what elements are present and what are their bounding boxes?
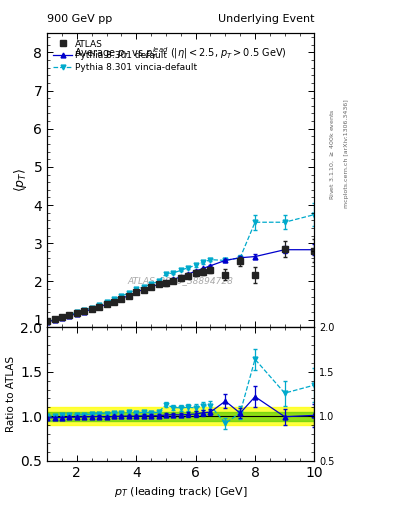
Bar — [47, 412, 314, 421]
Text: ATLAS_2010_S8894728: ATLAS_2010_S8894728 — [128, 275, 234, 285]
X-axis label: $p_T$ (leading track) [GeV]: $p_T$ (leading track) [GeV] — [114, 485, 248, 499]
Legend: ATLAS, Pythia 8.301 default, Pythia 8.301 vincia-default: ATLAS, Pythia 8.301 default, Pythia 8.30… — [51, 38, 199, 74]
Y-axis label: $\langle p_T \rangle$: $\langle p_T \rangle$ — [12, 168, 29, 193]
Text: Underlying Event: Underlying Event — [218, 14, 314, 25]
Text: 900 GeV pp: 900 GeV pp — [47, 14, 112, 25]
Y-axis label: Ratio to ATLAS: Ratio to ATLAS — [6, 356, 16, 432]
Text: Rivet 3.1.10, $\geq$ 400k events: Rivet 3.1.10, $\geq$ 400k events — [328, 108, 336, 200]
Text: mcplots.cern.ch [arXiv:1306.3436]: mcplots.cern.ch [arXiv:1306.3436] — [344, 99, 349, 208]
Bar — [47, 408, 314, 425]
Text: Average $p_T$ vs $p_T^{lead}$ ($|\eta| < 2.5$, $p_T > 0.5$ GeV): Average $p_T$ vs $p_T^{lead}$ ($|\eta| <… — [74, 45, 287, 62]
